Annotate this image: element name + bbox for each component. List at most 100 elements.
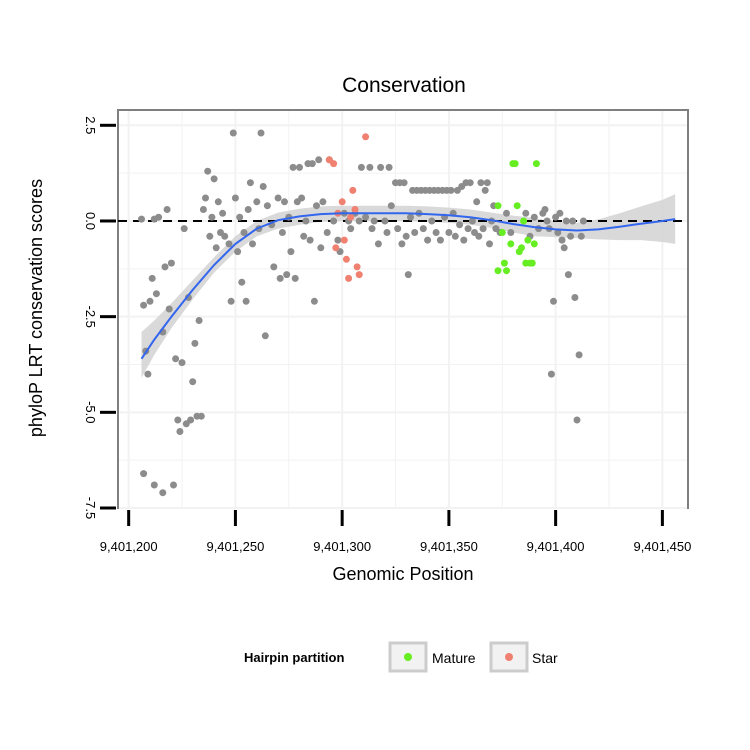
legend-dot-star	[505, 653, 513, 661]
data-point-other	[577, 232, 585, 240]
data-point-other	[172, 355, 180, 363]
plot-panel	[117, 109, 689, 509]
data-point-other	[148, 274, 156, 282]
data-point-other	[306, 236, 314, 244]
data-point-other	[163, 206, 171, 213]
data-point-other	[473, 198, 481, 206]
data-point-other	[447, 186, 455, 194]
data-point-other	[300, 232, 308, 240]
data-point-other	[543, 217, 551, 225]
data-point-other	[556, 209, 564, 217]
data-point-other	[366, 163, 374, 171]
data-point-other	[368, 225, 376, 233]
data-point-mature	[528, 259, 536, 267]
data-point-other	[558, 236, 566, 244]
chart-title: Conservation	[342, 74, 466, 97]
smooth-curve-layer	[140, 212, 676, 360]
data-point-other	[174, 416, 182, 424]
data-point-mature	[513, 202, 521, 210]
data-point-other	[263, 202, 271, 210]
data-point-other	[567, 232, 575, 240]
data-point-other	[362, 213, 370, 221]
data-point-other	[475, 232, 483, 240]
data-point-other	[394, 225, 402, 233]
data-point-other	[407, 213, 414, 221]
data-point-other	[575, 351, 583, 359]
data-point-other	[317, 244, 325, 252]
data-point-other	[178, 359, 186, 367]
data-point-star	[349, 186, 357, 194]
data-point-other	[195, 317, 203, 324]
data-point-other	[146, 297, 154, 305]
data-point-star	[330, 160, 338, 168]
data-point-other	[330, 217, 338, 225]
data-point-other	[564, 271, 572, 279]
data-point-other	[313, 202, 320, 210]
data-point-other	[225, 240, 233, 248]
data-point-other	[227, 297, 235, 305]
data-point-mature	[518, 244, 525, 252]
data-point-other	[319, 198, 327, 206]
data-point-other	[507, 229, 515, 236]
data-point-other	[298, 194, 306, 202]
data-point-star	[351, 206, 359, 213]
data-point-mature	[500, 259, 508, 267]
data-point-other	[468, 217, 476, 225]
data-point-star	[353, 263, 361, 271]
data-point-other	[445, 229, 453, 236]
data-point-other	[377, 163, 385, 171]
data-point-other	[165, 305, 173, 313]
data-point-other	[479, 225, 487, 233]
data-point-other	[212, 244, 220, 252]
data-point-other	[347, 225, 355, 233]
y-tick-label: -5.0	[83, 401, 98, 423]
data-point-other	[208, 213, 216, 221]
data-point-other	[242, 297, 250, 305]
data-point-other	[187, 416, 195, 424]
legend-dot-mature	[404, 653, 412, 661]
data-point-other	[152, 290, 160, 298]
data-point-other	[573, 416, 581, 424]
data-point-mature	[511, 160, 519, 168]
data-point-other	[466, 179, 474, 187]
data-point-other	[159, 489, 167, 497]
data-point-other	[176, 428, 184, 435]
data-point-star	[332, 244, 340, 252]
data-point-other	[199, 206, 207, 213]
data-point-other	[291, 274, 299, 282]
data-point-other	[229, 129, 237, 137]
data-point-star	[362, 133, 370, 141]
data-point-other	[550, 297, 557, 305]
data-point-other	[253, 198, 261, 206]
y-tick-label: 0.0	[83, 212, 98, 230]
data-point-other	[383, 229, 391, 236]
data-point-other	[385, 163, 393, 171]
y-tick-label: 2.5	[83, 116, 98, 134]
data-point-mature	[503, 267, 510, 275]
data-point-other	[562, 217, 570, 225]
data-point-other	[428, 217, 436, 225]
y-tick-label: -7.5	[83, 497, 98, 519]
data-point-other	[140, 470, 148, 478]
data-point-other	[404, 271, 412, 279]
data-point-star	[340, 236, 348, 244]
data-point-star	[345, 274, 353, 282]
data-point-other	[560, 244, 568, 252]
data-point-other	[144, 370, 152, 378]
data-point-other	[170, 481, 177, 489]
data-point-other	[432, 229, 440, 236]
x-axis-label: Genomic Position	[332, 564, 473, 584]
data-point-other	[308, 160, 316, 168]
data-point-other	[381, 217, 389, 225]
data-point-other	[274, 194, 282, 202]
data-point-other	[554, 229, 562, 236]
data-point-other	[240, 229, 248, 236]
data-point-other	[522, 209, 530, 217]
data-point-other	[249, 240, 256, 248]
data-point-mature	[520, 217, 528, 225]
data-point-other	[278, 229, 286, 236]
data-point-other	[451, 232, 459, 240]
data-point-other	[283, 271, 291, 279]
data-point-other	[287, 248, 295, 256]
data-point-other	[210, 175, 218, 183]
